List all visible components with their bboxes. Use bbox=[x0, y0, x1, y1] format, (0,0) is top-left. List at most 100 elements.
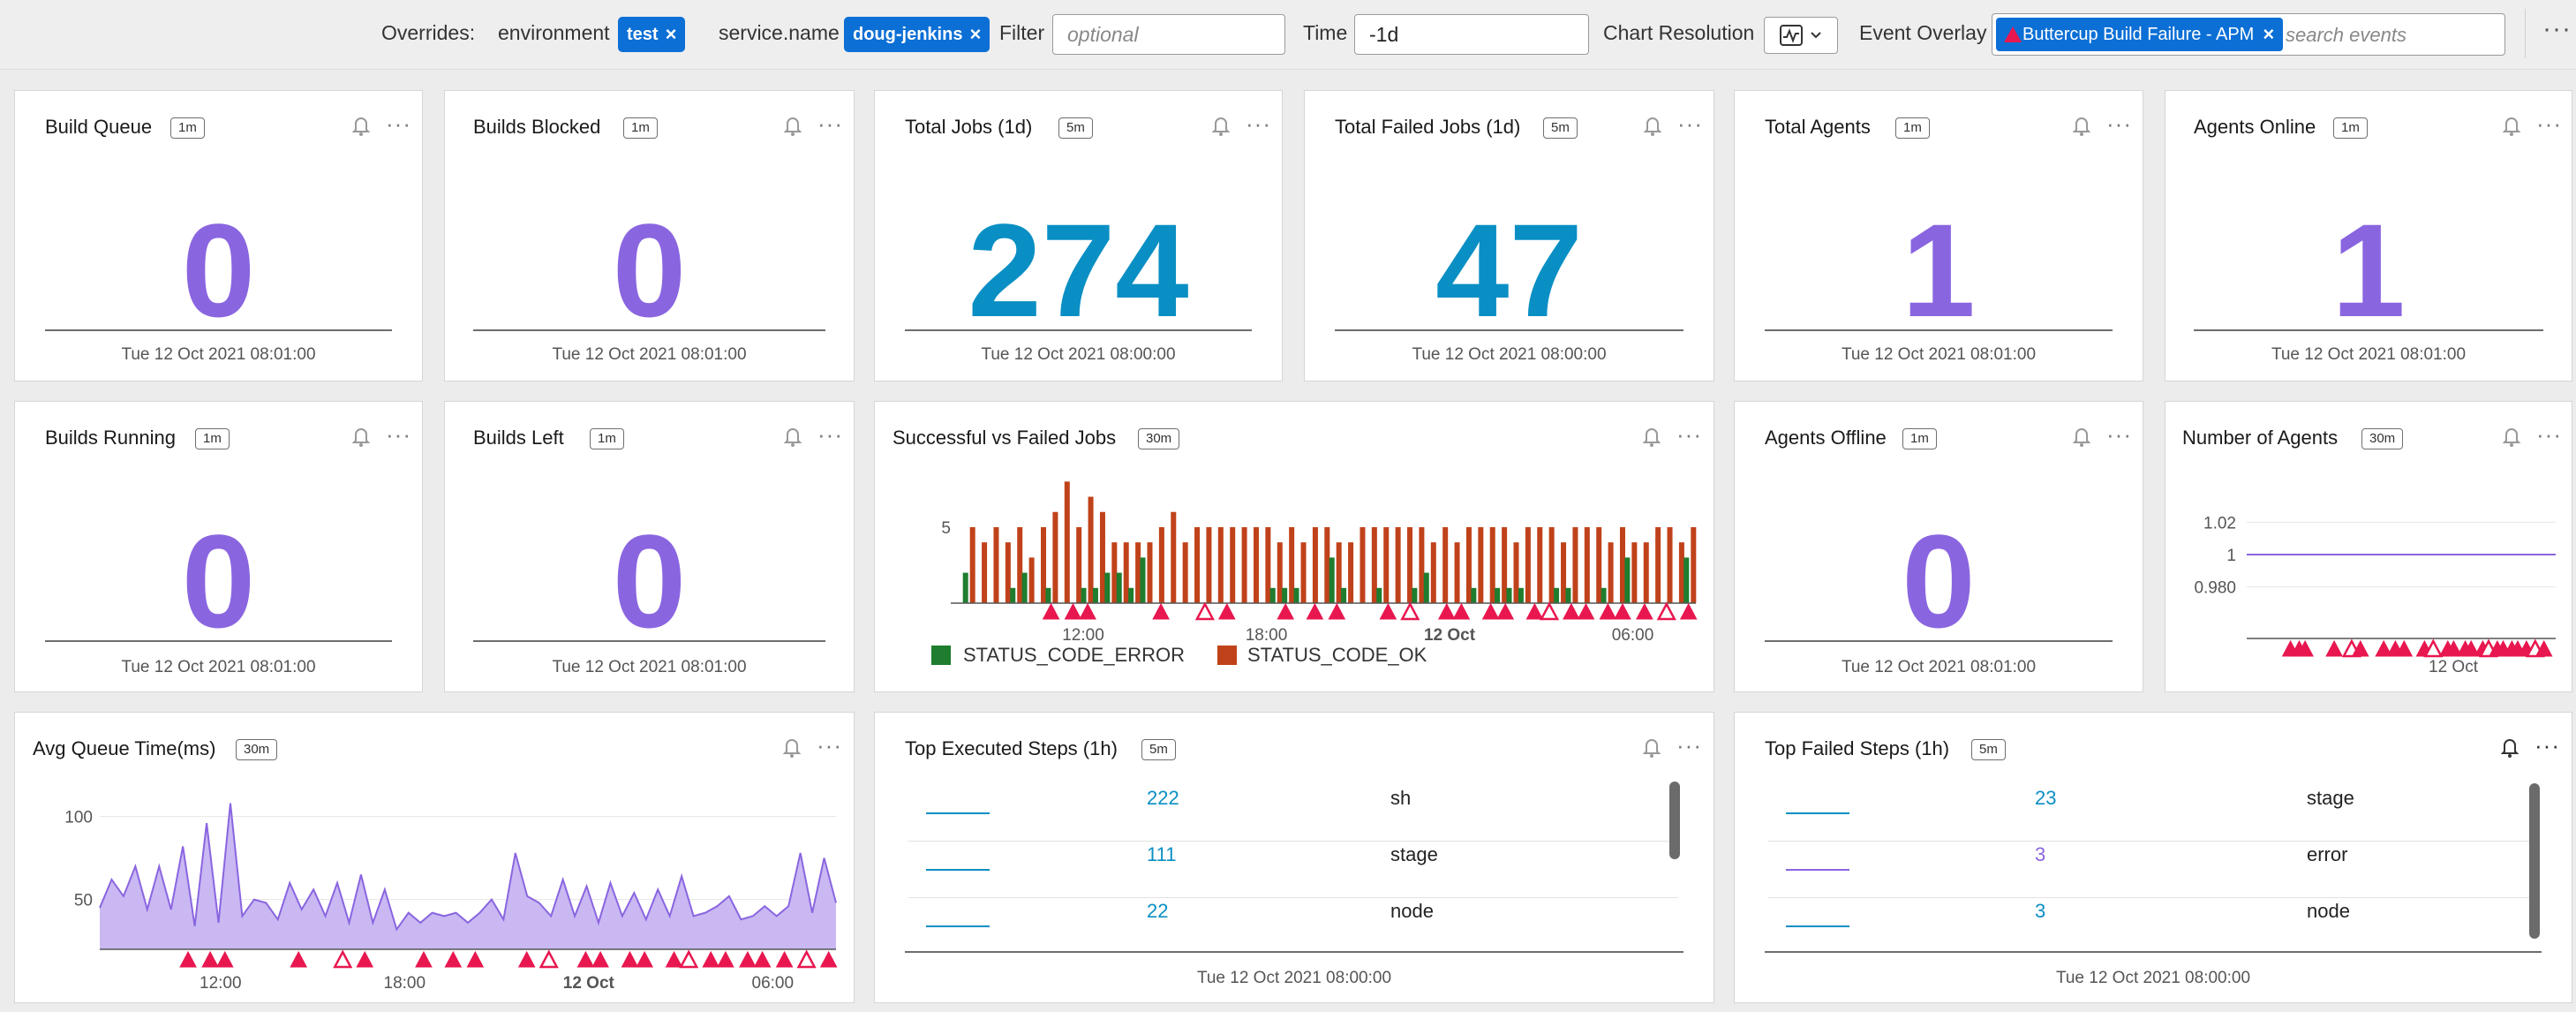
bar-ok bbox=[1217, 526, 1224, 603]
ellipsis-icon[interactable]: ··· bbox=[2536, 110, 2562, 137]
remove-environment-icon[interactable]: × bbox=[665, 23, 677, 45]
ellipsis-icon[interactable]: ··· bbox=[2535, 732, 2560, 759]
event-marker-icon bbox=[517, 950, 536, 968]
ellipsis-icon[interactable]: ··· bbox=[1676, 421, 1702, 448]
event-marker-icon bbox=[1636, 602, 1653, 620]
bar-error bbox=[1423, 572, 1429, 603]
resolution-badge: 5m bbox=[1971, 739, 2006, 760]
x-tick-label: 12 Oct bbox=[563, 974, 615, 993]
bell-icon[interactable] bbox=[350, 425, 372, 448]
panel-builds-running: Builds Running 1m ··· 0 Tue 12 Oct 2021 … bbox=[14, 401, 423, 692]
filter-input[interactable] bbox=[1052, 14, 1285, 55]
bar-error bbox=[1495, 587, 1501, 603]
event-overlay-chip[interactable]: Buttercup Build Failure - APM × bbox=[1996, 18, 2284, 51]
bell-icon[interactable] bbox=[781, 736, 802, 759]
bell-icon[interactable] bbox=[782, 114, 803, 137]
sparkline bbox=[926, 869, 990, 871]
bar-error bbox=[1518, 587, 1524, 603]
ellipsis-icon[interactable]: ··· bbox=[2106, 421, 2132, 448]
ellipsis-icon[interactable]: ··· bbox=[817, 732, 842, 759]
scrollbar[interactable] bbox=[1669, 782, 1680, 859]
time-input[interactable] bbox=[1354, 14, 1589, 55]
event-marker-icon bbox=[739, 950, 757, 968]
ellipsis-icon[interactable]: ··· bbox=[1677, 110, 1703, 137]
bar-ok bbox=[1548, 526, 1555, 603]
bar-error bbox=[1412, 587, 1418, 603]
y-tick-label: 100 bbox=[64, 809, 93, 827]
sparkline bbox=[1786, 925, 1849, 927]
bar-ok bbox=[1572, 526, 1578, 603]
bar-error bbox=[1293, 587, 1299, 603]
ellipsis-icon[interactable]: ··· bbox=[2536, 421, 2562, 448]
bell-icon[interactable] bbox=[1210, 114, 1232, 137]
event-marker-icon bbox=[2375, 639, 2393, 657]
event-marker-icon bbox=[1079, 602, 1096, 620]
panel-title: Agents Online bbox=[2194, 116, 2316, 138]
event-marker-icon bbox=[1277, 602, 1295, 620]
resolution-badge: 30m bbox=[1138, 428, 1180, 449]
ellipsis-icon[interactable]: ··· bbox=[386, 421, 411, 448]
panel-title: Builds Running bbox=[45, 427, 176, 449]
bell-icon[interactable] bbox=[1641, 736, 1662, 759]
single-value: 0 bbox=[1902, 507, 1976, 655]
ellipsis-icon[interactable]: ··· bbox=[817, 421, 843, 448]
bell-icon[interactable] bbox=[2499, 736, 2520, 759]
service-chip[interactable]: doug-jenkins × bbox=[844, 17, 990, 52]
event-overlay-label: Event Overlay bbox=[1859, 21, 1987, 44]
ellipsis-icon[interactable]: ··· bbox=[1676, 732, 1702, 759]
event-marker-icon bbox=[621, 950, 639, 968]
event-overlay-field[interactable]: Buttercup Build Failure - APM × bbox=[1992, 13, 2505, 57]
panel-title: Build Queue bbox=[45, 116, 153, 138]
bar-ok bbox=[1667, 526, 1673, 603]
panel-title: Successful vs Failed Jobs bbox=[893, 427, 1117, 449]
ellipsis-icon[interactable]: ··· bbox=[1246, 110, 1271, 137]
ellipsis-icon[interactable]: ··· bbox=[2542, 14, 2572, 43]
bar-error bbox=[1506, 587, 1512, 603]
bell-icon[interactable] bbox=[2501, 114, 2522, 137]
event-marker-icon bbox=[753, 950, 772, 968]
bar-ok bbox=[1005, 542, 1011, 603]
ellipsis-icon[interactable]: ··· bbox=[817, 110, 843, 137]
bell-icon[interactable] bbox=[2071, 114, 2092, 137]
x-tick-label: 06:00 bbox=[1612, 626, 1654, 645]
ellipsis-icon[interactable]: ··· bbox=[386, 110, 411, 137]
bar-ok bbox=[1230, 526, 1236, 603]
sparkline bbox=[1786, 869, 1849, 871]
divider bbox=[1765, 329, 2113, 331]
bar-error bbox=[1010, 587, 1016, 603]
list-item: 23 stage bbox=[1735, 787, 2572, 842]
panel-title: Top Failed Steps (1h) bbox=[1765, 737, 1950, 759]
event-marker-icon bbox=[1328, 602, 1346, 620]
step-name: sh bbox=[1390, 787, 1412, 809]
bell-icon[interactable] bbox=[350, 114, 372, 137]
bar-ok bbox=[1561, 542, 1567, 603]
bell-icon[interactable] bbox=[782, 425, 803, 448]
event-marker-icon bbox=[2325, 639, 2343, 657]
event-marker-icon bbox=[1379, 602, 1397, 620]
bar-error bbox=[1045, 587, 1051, 603]
bar-error bbox=[1554, 587, 1560, 603]
remove-event-overlay-icon[interactable]: × bbox=[2263, 23, 2275, 45]
bell-icon[interactable] bbox=[1642, 114, 1663, 137]
bell-icon[interactable] bbox=[2071, 425, 2092, 448]
bell-icon[interactable] bbox=[2501, 425, 2522, 448]
event-marker-icon bbox=[717, 950, 734, 968]
event-marker-icon bbox=[1217, 602, 1236, 620]
bar-ok bbox=[1028, 557, 1035, 603]
divider bbox=[905, 951, 1683, 953]
scrollbar[interactable] bbox=[2529, 783, 2540, 939]
environment-chip[interactable]: test × bbox=[618, 17, 686, 52]
bar-ok bbox=[1643, 542, 1649, 603]
bar-error bbox=[1624, 557, 1631, 603]
bar-ok bbox=[1052, 511, 1058, 603]
remove-service-icon[interactable]: × bbox=[969, 23, 982, 45]
bell-icon[interactable] bbox=[1641, 425, 1662, 448]
x-tick-label: 12:00 bbox=[1062, 626, 1104, 645]
event-marker-icon bbox=[775, 950, 794, 968]
ellipsis-icon[interactable]: ··· bbox=[2106, 110, 2132, 137]
event-search-input[interactable] bbox=[2284, 14, 2499, 57]
chart-resolution-dropdown[interactable] bbox=[1764, 17, 1838, 54]
event-marker-icon bbox=[290, 950, 308, 968]
event-marker-icon bbox=[215, 950, 234, 968]
step-name: node bbox=[2307, 900, 2350, 922]
